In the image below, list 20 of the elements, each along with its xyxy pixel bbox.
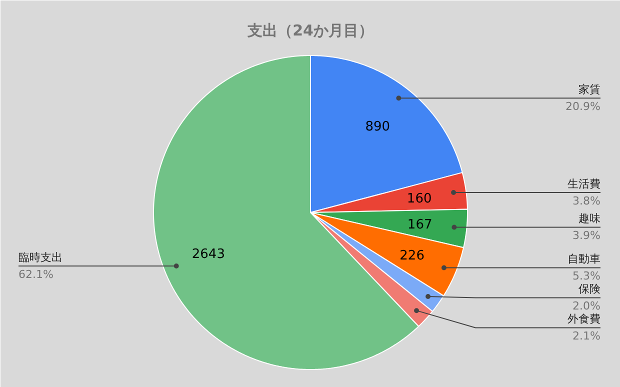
- slice-label: 家賃: [578, 83, 600, 96]
- text: 20.9%: [566, 100, 601, 114]
- slice-label: 臨時支出: [18, 251, 62, 264]
- slice-label: 外食費: [568, 312, 600, 326]
- text: 5.3%: [572, 270, 601, 283]
- data-label: 890: [365, 119, 390, 134]
- text: 3.9%: [572, 229, 601, 242]
- text: 3.8%: [572, 194, 601, 208]
- text: 2.0%: [572, 300, 601, 313]
- data-label: 167: [407, 218, 432, 233]
- slice-label: 生活費: [568, 177, 600, 190]
- chart-title: 支出（24か月目）: [246, 22, 374, 40]
- data-label: 160: [406, 191, 432, 206]
- slice-label: 保険: [578, 282, 600, 296]
- data-label: 2643: [192, 247, 225, 262]
- text: 62.1%: [18, 268, 54, 282]
- slice-label: 自動車: [568, 252, 600, 266]
- data-label: 226: [400, 248, 424, 264]
- text: 2.1%: [572, 330, 601, 343]
- slice-label: 趣味: [578, 212, 600, 226]
